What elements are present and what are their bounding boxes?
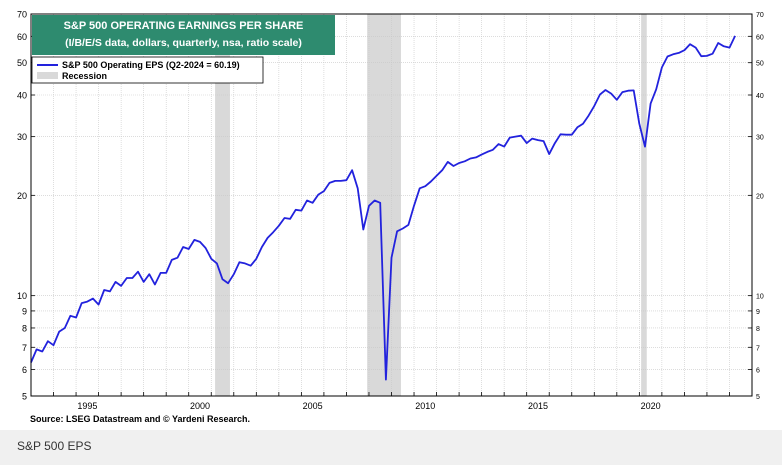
y-tick-label-left: 7 [22,343,27,353]
y-tick-label-right: 7 [756,345,760,352]
y-tick-label-left: 20 [17,191,27,201]
legend-label-recession: Recession [62,71,107,81]
y-tick-label-left: 9 [22,306,27,316]
y-tick-label-left: 6 [22,365,27,375]
caption-bar: S&P 500 EPS [0,430,782,465]
y-tick-label-right: 8 [756,326,760,333]
y-tick-label-right: 50 [756,61,764,68]
recession-band [641,14,647,396]
recession-band [215,14,230,396]
legend-label-eps: S&P 500 Operating EPS (Q2-2024 = 60.19) [62,60,240,70]
y-tick-label-left: 5 [22,392,27,402]
chart-title: S&P 500 OPERATING EARNINGS PER SHARE [64,20,304,32]
chart-subtitle: (I/B/E/S data, dollars, quarterly, nsa, … [65,37,302,49]
y-tick-label-right: 30 [756,135,764,142]
source-note: Source: LSEG Datastream and © Yardeni Re… [30,414,251,424]
plot-border [30,13,753,397]
y-tick-label-right: 5 [756,394,760,401]
y-tick-label-right: 6 [756,368,760,375]
y-tick-label-left: 10 [17,291,27,301]
y-tick-label-right: 70 [756,12,764,19]
y-tick-label-right: 20 [756,193,764,200]
y-tick-label-left: 50 [17,58,27,68]
series-line-eps [30,35,736,381]
title-background [32,15,335,55]
y-tick-label-right: 60 [756,34,764,41]
y-tick-label-left: 60 [17,32,27,42]
x-tick-label: 2000 [190,401,210,411]
chart-title-box: S&P 500 OPERATING EARNINGS PER SHARE (I/B… [32,15,335,55]
legend: S&P 500 Operating EPS (Q2-2024 = 60.19)R… [31,56,264,84]
y-tick-label-right: 9 [756,309,760,316]
x-tick-label: 2020 [641,401,661,411]
y-tick-label-left: 40 [17,91,27,101]
legend-swatch-recession [37,72,58,79]
legend-box [31,56,264,84]
y-tick-label-left: 70 [17,10,27,20]
x-tick-label: 1995 [77,401,97,411]
y-tick-label-right: 10 [756,294,764,301]
y-tick-label-right: 40 [756,93,764,100]
x-tick-label: 2010 [415,401,435,411]
chart-area: 5 5 6 6 7 7 8 8 9 9 10 10 20 20 30 30 40 40 50 50 60 60 70 70 19… [17,10,764,412]
figure-caption: S&P 500 EPS [17,439,92,453]
x-tick-label: 2015 [528,401,548,411]
x-tick-label: 2005 [303,401,323,411]
y-tick-label-left: 30 [17,132,27,142]
y-tick-label-left: 8 [22,323,27,333]
